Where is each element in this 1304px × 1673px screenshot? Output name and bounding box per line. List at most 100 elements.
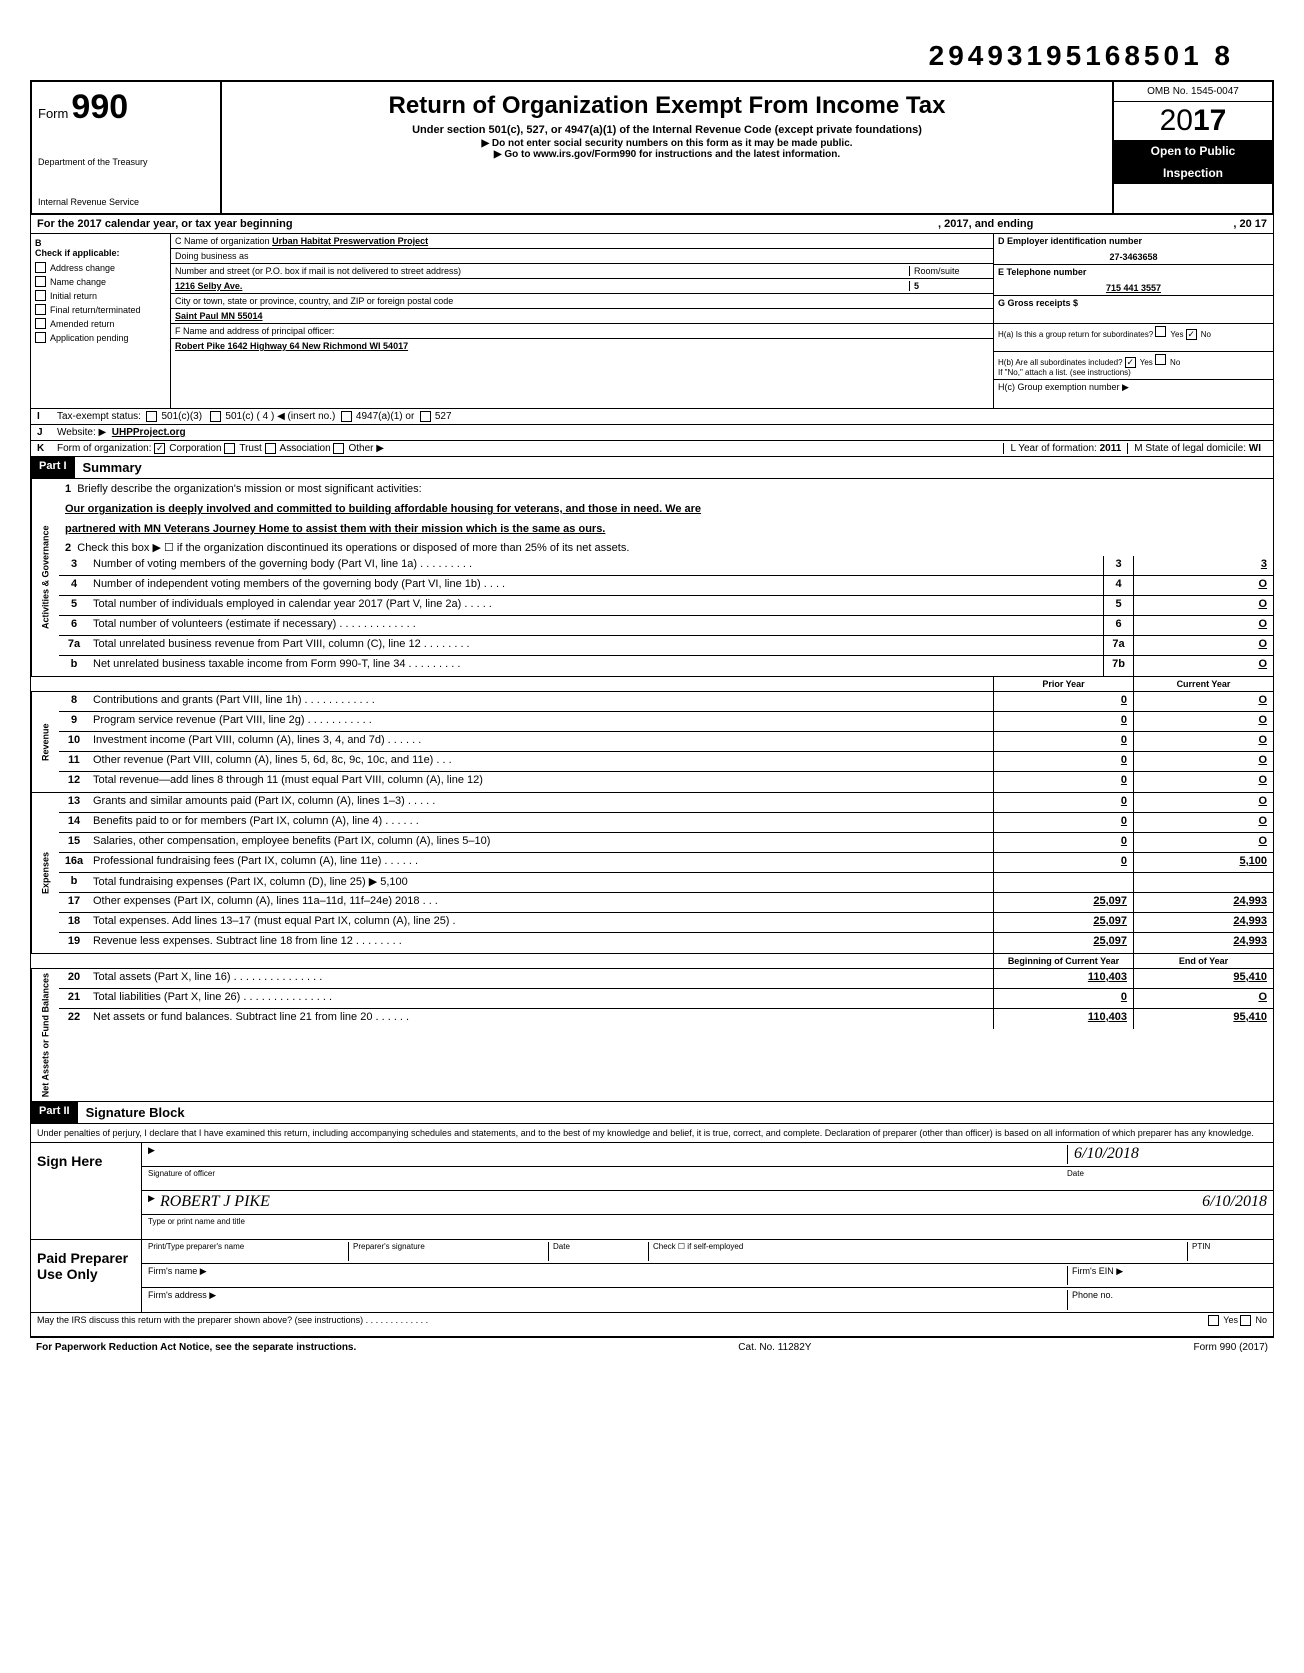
part2-header-row: Part II Signature Block: [30, 1102, 1274, 1124]
sidebar-spacer: [31, 677, 59, 691]
chk-label: Name change: [50, 277, 106, 287]
footer-right: Form 990 (2017): [1194, 1342, 1268, 1353]
ha-yes-chk[interactable]: [1155, 326, 1166, 337]
line-number: 3: [59, 556, 89, 575]
ha-no-chk[interactable]: [1186, 329, 1197, 340]
year-value: 17: [1193, 104, 1226, 137]
line-text: Salaries, other compensation, employee b…: [89, 833, 993, 852]
city-value: Saint Paul MN 55014: [175, 311, 263, 321]
line-text: Total unrelated business revenue from Pa…: [89, 636, 1103, 655]
line-value: O: [1133, 636, 1273, 655]
chk-application-pending[interactable]: Application pending: [35, 332, 166, 343]
part1-tag: Part I: [31, 457, 75, 478]
header-middle: Return of Organization Exempt From Incom…: [222, 82, 1112, 213]
current-value: O: [1133, 712, 1273, 731]
mission-line1: Our organization is deeply involved and …: [59, 499, 1273, 519]
exp-line-18: 18 Total expenses. Add lines 13–17 (must…: [59, 913, 1273, 933]
hb-yes-chk[interactable]: [1125, 357, 1136, 368]
net-line-20: 20 Total assets (Part X, line 16) . . . …: [59, 969, 1273, 989]
k-label: Form of organization:: [57, 443, 152, 454]
dept-irs: Internal Revenue Service: [38, 197, 214, 207]
rev-line-8: 8 Contributions and grants (Part VIII, l…: [59, 692, 1273, 712]
j-label: Website: ▶: [57, 427, 106, 438]
line-text: Total revenue—add lines 8 through 11 (mu…: [89, 772, 993, 792]
paid-preparer-row: Paid Preparer Use Only Print/Type prepar…: [31, 1239, 1273, 1312]
m-label: M State of legal domicile:: [1134, 443, 1246, 454]
chk-501c3[interactable]: [146, 411, 157, 422]
discuss-row: May the IRS discuss this return with the…: [31, 1312, 1273, 1336]
hb-no: No: [1170, 358, 1180, 367]
chk-label: Final return/terminated: [50, 305, 141, 315]
discuss-yes-chk[interactable]: [1208, 1315, 1219, 1326]
chk-label: Address change: [50, 263, 115, 273]
officer-value: Robert Pike 1642 Highway 64 New Richmond…: [175, 341, 408, 351]
discuss-no-chk[interactable]: [1240, 1315, 1251, 1326]
current-value: 95,410: [1133, 969, 1273, 988]
chk-corporation[interactable]: [154, 443, 165, 454]
gov-line-6: 6 Total number of volunteers (estimate i…: [59, 616, 1273, 636]
i-label: Tax-exempt status:: [57, 411, 141, 422]
line-box: 3: [1103, 556, 1133, 575]
l-label: L Year of formation:: [1010, 443, 1096, 454]
chk-501c[interactable]: [210, 411, 221, 422]
form-prefix: Form: [38, 106, 68, 121]
opt-corp: Corporation: [169, 443, 221, 454]
row-j: J Website: ▶ UHPProject.org: [30, 425, 1274, 441]
chk-final-return[interactable]: Final return/terminated: [35, 304, 166, 315]
chk-address-change[interactable]: Address change: [35, 262, 166, 273]
b-label: Check if applicable:: [35, 248, 166, 258]
hb-no-chk[interactable]: [1155, 354, 1166, 365]
net-line-22: 22 Net assets or fund balances. Subtract…: [59, 1009, 1273, 1029]
chk-trust[interactable]: [224, 443, 235, 454]
prior-value: 0: [993, 833, 1133, 852]
chk-4947[interactable]: [341, 411, 352, 422]
line-text: Other revenue (Part VIII, column (A), li…: [89, 752, 993, 771]
form-instructions-link: ▶ Go to www.irs.gov/Form990 for instruct…: [232, 149, 1102, 160]
current-value: O: [1133, 752, 1273, 771]
gov-line-5: 5 Total number of individuals employed i…: [59, 596, 1273, 616]
exp-line-16a: 16a Professional fundraising fees (Part …: [59, 853, 1273, 873]
chk-label: Initial return: [50, 291, 97, 301]
chk-association[interactable]: [265, 443, 276, 454]
chk-other[interactable]: [333, 443, 344, 454]
sidebar-spacer2: [31, 954, 59, 968]
exp-line-14: 14 Benefits paid to or for members (Part…: [59, 813, 1273, 833]
ha-label: H(a) Is this a group return for subordin…: [998, 330, 1153, 339]
chk-527[interactable]: [420, 411, 431, 422]
part1-col-headers: Prior Year Current Year: [30, 677, 1274, 692]
prior-value: 110,403: [993, 969, 1133, 988]
line-number: 15: [59, 833, 89, 852]
current-value: O: [1133, 833, 1273, 852]
row-a-mid: , 2017, and ending: [938, 218, 1033, 230]
current-value: 24,993: [1133, 933, 1273, 953]
chk-name-change[interactable]: Name change: [35, 276, 166, 287]
current-year-header: Current Year: [1133, 677, 1273, 691]
line-number: b: [59, 656, 89, 676]
opt-501c: 501(c) ( 4 ) ◀ (insert no.): [225, 411, 335, 422]
prior-value: 25,097: [993, 913, 1133, 932]
opt-other: Other ▶: [348, 443, 383, 454]
line-value: O: [1133, 656, 1273, 676]
prior-value: 0: [993, 712, 1133, 731]
sign-here-row: Sign Here ▶6/10/2018 Signature of office…: [31, 1143, 1273, 1239]
line-text: Professional fundraising fees (Part IX, …: [89, 853, 993, 872]
exp-line-b: b Total fundraising expenses (Part IX, c…: [59, 873, 1273, 893]
chk-amended-return[interactable]: Amended return: [35, 318, 166, 329]
page-footer: For Paperwork Reduction Act Notice, see …: [30, 1337, 1274, 1357]
line-text: Net unrelated business taxable income fr…: [89, 656, 1103, 676]
line-text: Total fundraising expenses (Part IX, col…: [89, 873, 993, 892]
line-text: Number of independent voting members of …: [89, 576, 1103, 595]
beginning-year-header: Beginning of Current Year: [993, 954, 1133, 968]
f-label: F Name and address of principal officer:: [175, 326, 334, 336]
chk-label: Amended return: [50, 319, 115, 329]
line-text: Revenue less expenses. Subtract line 18 …: [89, 933, 993, 953]
end-year-header: End of Year: [1133, 954, 1273, 968]
line-text: Number of voting members of the governin…: [89, 556, 1103, 575]
chk-initial-return[interactable]: Initial return: [35, 290, 166, 301]
current-value: O: [1133, 732, 1273, 751]
header-left: Form 990 Department of the Treasury Inte…: [32, 82, 222, 213]
column-de: D Employer identification number27-34636…: [993, 234, 1273, 408]
hb-label: H(b) Are all subordinates included?: [998, 358, 1123, 367]
line-number: 16a: [59, 853, 89, 872]
part1-net-assets: Net Assets or Fund Balances 20 Total ass…: [30, 969, 1274, 1102]
